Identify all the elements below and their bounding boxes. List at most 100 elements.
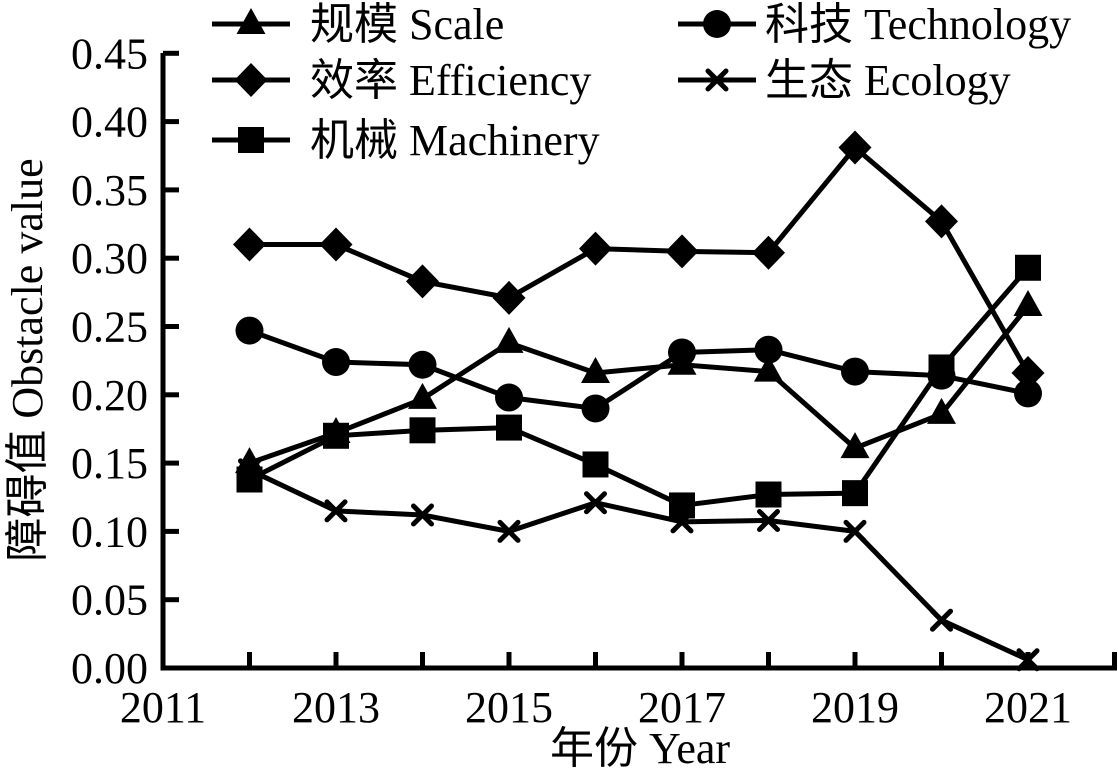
series-technology-marker-2012 [235,316,264,345]
x-mark-stroke [497,519,521,543]
series-technology-marker-2021 [1014,379,1042,408]
x-mark-stroke [705,68,729,92]
x-tick-label: 2013 [292,683,380,732]
series-technology-marker-2015 [495,383,523,412]
x-mark-stroke [843,519,867,543]
legend-item-ecology: 生态 Ecology [678,56,1011,105]
series-ecology-marker-2021 [1016,648,1040,672]
series-scale-marker-2018 [754,355,783,382]
series-machinery-marker-2012 [236,466,263,493]
x-mark-stroke [930,608,953,632]
y-tick-label: 0.25 [71,303,148,352]
series-technology-marker-2016 [581,394,610,423]
series-machinery-marker-2020 [928,354,955,381]
legend-machinery-label: 机械 Machinery [310,116,600,165]
series-machinery-marker-2016 [582,451,609,478]
y-tick-label: 0.35 [71,166,148,215]
series-efficiency-marker-2016 [579,231,612,266]
y-tick-label: 0.05 [71,576,148,625]
legend-item-scale: 规模 Scale [212,0,504,49]
x-mark-stroke [411,503,434,527]
series-technology-marker-2019 [841,357,869,386]
x-tick-label: 2021 [984,683,1072,732]
series-technology-marker-2013 [322,348,350,377]
series-technology-line [248,328,1029,412]
y-tick-label: 0.30 [71,234,148,283]
y-tick-label: 0.20 [71,371,148,420]
series-scale-marker-2014 [408,382,437,409]
x-mark-stroke [1016,648,1040,672]
series-efficiency-marker-2018 [752,235,785,270]
series-ecology-marker-2015 [497,519,521,543]
x-axis-title: 年份 Year [550,724,730,773]
series-efficiency-line [249,144,1031,375]
x-tick-label: 2017 [638,683,726,732]
series-technology-marker-2014 [408,350,437,379]
plot-area [233,130,1045,672]
legend-scale-marker [236,8,266,34]
series-efficiency-marker-2015 [492,280,526,315]
x-tick-label: 2019 [811,683,899,732]
series-machinery-line [248,266,1030,509]
series-machinery-marker-2017 [669,492,695,519]
series-scale-marker-2015 [494,326,524,353]
legend-scale-label: 规模 Scale [310,0,504,49]
legend-ecology-label: 生态 Ecology [765,56,1011,105]
series-scale-marker-2019 [840,432,870,459]
legend-item-efficiency: 效率 Efficiency [212,56,591,105]
series-ecology-marker-2014 [411,503,434,527]
series-efficiency-marker-2017 [665,234,699,269]
series-efficiency-marker-2012 [233,227,266,262]
y-tick-label: 0.40 [71,98,148,147]
series-scale-marker-2020 [927,397,956,424]
series-machinery-marker-2018 [755,481,782,508]
legend-ecology-marker [705,68,729,92]
series-technology-marker-2017 [668,338,696,367]
series-ecology-line [248,467,1030,663]
series-machinery-marker-2013 [323,422,349,449]
legend-technology-marker [703,10,731,38]
series-ecology-marker-2016 [584,491,607,515]
series-ecology-marker-2019 [843,519,867,543]
series-ecology-marker-2013 [324,499,348,523]
x-tick-label: 2011 [120,683,206,732]
y-tick-label: 0.45 [71,29,148,78]
y-tick-label: 0.00 [71,644,148,693]
series-efficiency [233,130,1045,390]
series-machinery-marker-2014 [409,417,436,444]
legend-technology-label: 科技 Technology [765,0,1071,49]
series-machinery-marker-2015 [496,414,522,441]
series-efficiency-marker-2021 [1011,355,1045,390]
legend-machinery-marker [238,127,264,153]
legend-efficiency-marker [234,63,268,97]
y-axis-title: 障碍值 Obstacle value [3,158,52,561]
series-efficiency-marker-2020 [925,204,958,239]
series-machinery-marker-2021 [1015,254,1041,281]
legend-efficiency-label: 效率 Efficiency [310,56,591,105]
series-machinery [236,254,1041,519]
series-scale-marker-2021 [1013,290,1043,317]
axes [160,53,1117,671]
x-mark-stroke [584,491,607,515]
x-mark-stroke [324,499,348,523]
series-technology-marker-2018 [754,335,783,364]
series-technology [235,316,1042,423]
legend-item-technology: 科技 Technology [678,0,1071,49]
series-ecology-marker-2018 [757,508,780,532]
tick-marks [160,50,1117,671]
y-tick-label: 0.15 [71,439,148,488]
legend-item-machinery: 机械 Machinery [212,116,600,165]
series-machinery-marker-2019 [842,480,868,507]
series-efficiency-marker-2014 [406,264,439,299]
series-efficiency-marker-2019 [838,130,872,165]
series-ecology-marker-2020 [930,608,953,632]
tick-labels: 0.00 0.05 0.10 0.15 0.20 0.25 0.30 0.35 0.40 0.45… [71,29,1072,732]
legend: 规模 Scale 科技 Technology 效率 Efficiency 生态 Eco… [212,0,1071,165]
series-efficiency-marker-2013 [319,227,353,262]
x-mark-stroke [757,508,780,532]
series-scale-marker-2016 [581,356,610,383]
y-tick-label: 0.10 [71,507,148,556]
